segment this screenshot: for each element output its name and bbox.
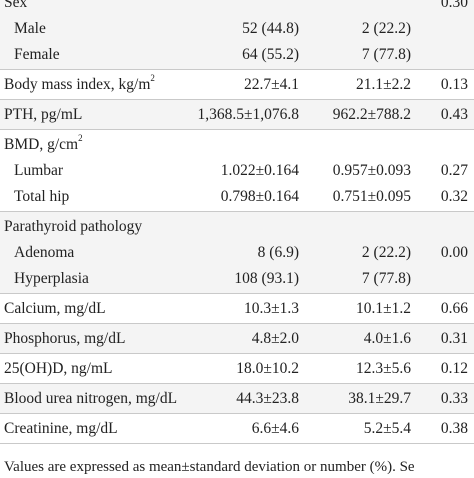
value-cell: 38.1±29.7 [348,390,411,407]
value-cell: 5.2±5.4 [363,420,411,437]
p-value-cell: 0.30 [440,0,468,11]
table-line: BMD, g/cm2 [0,132,474,158]
table-row: Creatinine, mg/dL 6.6±4.6 5.2±5.4 0.38 [0,414,474,444]
table-line: Sex 0.30 [0,0,474,16]
value-cell: 18.0±10.2 [236,360,299,377]
value-cell: 108 (93.1) [234,270,299,287]
row-label: Blood urea nitrogen, mg/dL [4,390,178,407]
table-line: Body mass index, kg/m2 22.7±4.1 21.1±2.2 0.… [0,72,474,98]
value-cell: 10.3±1.3 [243,300,299,317]
row-label: Hyperplasia [14,270,89,287]
row-label: Male [14,20,46,37]
row-label: Lumbar [14,162,64,179]
table-row: Parathyroid pathology Adenoma 8 (6.9) 2 (22… [0,212,474,294]
p-value-cell: 0.00 [440,244,468,261]
table-line: Phosphorus, mg/dL 4.8±2.0 4.0±1.6 0.31 [0,326,474,352]
table-row: Sex 0.30 Male 52 (44.8) 2 (22.2) Female 64 (55… [0,0,474,70]
table-line: Parathyroid pathology [0,214,474,240]
p-value-cell: 0.13 [440,76,468,93]
value-cell: 8 (6.9) [257,244,299,261]
value-cell: 7 (77.8) [361,270,411,287]
row-label: Adenoma [14,244,75,261]
value-cell: 4.0±1.6 [363,330,411,347]
value-cell: 7 (77.8) [361,46,411,63]
unit-superscript: 2 [78,132,83,143]
row-label: Female [14,46,60,63]
row-label: BMD, g/cm2 [4,132,83,153]
table-footnote: Values are expressed as mean±standard de… [4,459,415,475]
p-value-cell: 0.32 [440,188,468,205]
table-row: Body mass index, kg/m2 22.7±4.1 21.1±2.2 0.… [0,70,474,100]
row-label: 25(OH)D, ng/mL [4,360,113,377]
table-row: Calcium, mg/dL 10.3±1.3 10.1±1.2 0.66 [0,294,474,324]
table-line: Blood urea nitrogen, mg/dL 44.3±23.8 38.1±… [0,386,474,412]
table-line: Female 64 (55.2) 7 (77.8) [0,42,474,68]
table-line: PTH, pg/mL 1,368.5±1,076.8 962.2±788.2 0.43 [0,102,474,128]
value-cell: 2 (22.2) [361,244,411,261]
p-value-cell: 0.27 [440,162,468,179]
value-cell: 6.6±4.6 [251,420,299,437]
row-label: Parathyroid pathology [4,218,143,235]
row-label: Calcium, mg/dL [4,300,106,317]
row-label: PTH, pg/mL [4,106,83,123]
value-cell: 44.3±23.8 [236,390,299,407]
value-cell: 1.022±0.164 [220,162,299,179]
table-line: Hyperplasia 108 (93.1) 7 (77.8) [0,266,474,292]
value-cell: 962.2±788.2 [332,106,411,123]
table-row: 25(OH)D, ng/mL 18.0±10.2 12.3±5.6 0.12 [0,354,474,384]
value-cell: 1,368.5±1,076.8 [197,106,299,123]
p-value-cell: 0.33 [440,390,468,407]
p-value-cell: 0.31 [440,330,468,347]
p-value-cell: 0.12 [440,360,468,377]
table-line: Lumbar 1.022±0.164 0.957±0.093 0.27 [0,158,474,184]
value-cell: 4.8±2.0 [251,330,299,347]
value-cell: 10.1±1.2 [355,300,411,317]
table-row: Phosphorus, mg/dL 4.8±2.0 4.0±1.6 0.31 [0,324,474,354]
table-row: BMD, g/cm2 Lumbar 1.022±0.164 0.957±0.093 0.… [0,130,474,212]
table-line: Total hip 0.798±0.164 0.751±0.095 0.32 [0,184,474,210]
value-cell: 0.751±0.095 [332,188,411,205]
row-label: Body mass index, kg/m2 [4,72,155,93]
table-row: Blood urea nitrogen, mg/dL 44.3±23.8 38.1±… [0,384,474,414]
p-value-cell: 0.66 [440,300,468,317]
value-cell: 0.798±0.164 [220,188,299,205]
table-line: Adenoma 8 (6.9) 2 (22.2) 0.00 [0,240,474,266]
row-label: Total hip [14,188,70,205]
value-cell: 0.957±0.093 [332,162,411,179]
value-cell: 64 (55.2) [242,46,299,63]
row-label: Sex [4,0,28,11]
p-value-cell: 0.43 [440,106,468,123]
row-label: Phosphorus, mg/dL [4,330,126,347]
table-line: 25(OH)D, ng/mL 18.0±10.2 12.3±5.6 0.12 [0,356,474,382]
value-cell: 21.1±2.2 [355,76,411,93]
table-row: PTH, pg/mL 1,368.5±1,076.8 962.2±788.2 0.43 [0,100,474,130]
row-label: Creatinine, mg/dL [4,420,118,437]
value-cell: 52 (44.8) [242,20,299,37]
table-line: Calcium, mg/dL 10.3±1.3 10.1±1.2 0.66 [0,296,474,322]
table-line: Male 52 (44.8) 2 (22.2) [0,16,474,42]
unit-superscript: 2 [150,72,155,83]
value-cell: 22.7±4.1 [243,76,299,93]
value-cell: 2 (22.2) [361,20,411,37]
table-line: Creatinine, mg/dL 6.6±4.6 5.2±5.4 0.38 [0,416,474,442]
p-value-cell: 0.38 [440,420,468,437]
value-cell: 12.3±5.6 [355,360,411,377]
